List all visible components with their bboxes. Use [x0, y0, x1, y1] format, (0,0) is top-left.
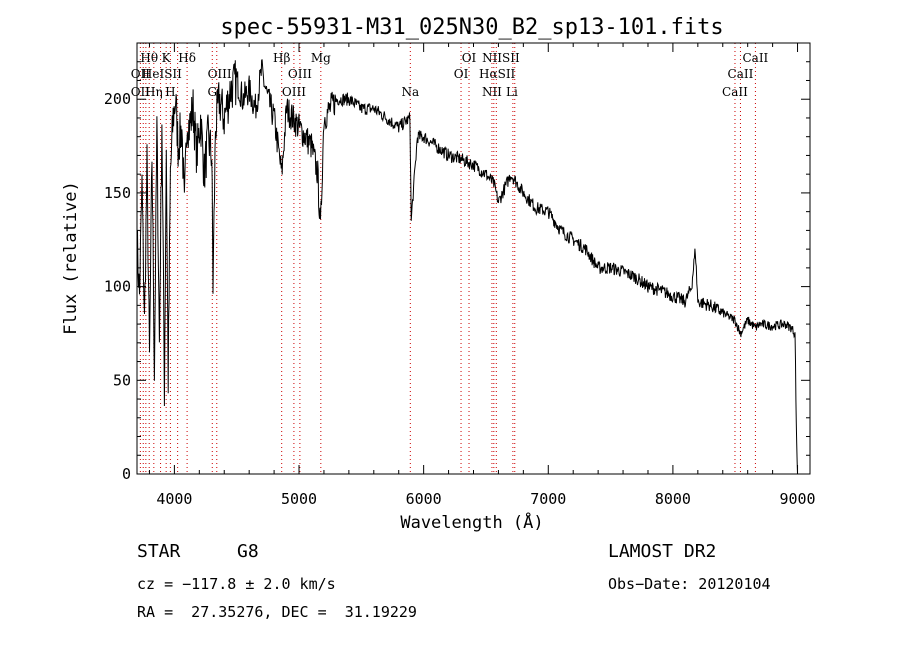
x-tick-label: 7000	[530, 490, 566, 508]
line-label: Hβ	[273, 51, 290, 65]
line-label: HeISII	[142, 67, 182, 81]
axis-ticks: 4000 5000 6000 7000 8000 9000 0 50 100 150 200	[104, 43, 816, 508]
line-label: OI	[462, 51, 477, 65]
x-tick-label: 8000	[655, 490, 691, 508]
chart-title: spec-55931-M31_025N30_B2_sp13-101.fits	[220, 15, 723, 40]
y-axis-label: Flux (relative)	[61, 181, 81, 335]
line-label: K	[162, 51, 172, 65]
spectral-subclass: G8	[237, 541, 259, 562]
line-label: OI	[454, 67, 469, 81]
plot-frame	[136, 42, 811, 475]
x-tick-label: 9000	[779, 490, 815, 508]
line-label: Li	[506, 85, 518, 99]
y-tick-label: 100	[104, 278, 131, 296]
sky-coordinates: RA = 27.35276, DEC = 31.19229	[137, 603, 417, 621]
line-label: OIII	[288, 67, 312, 81]
line-label: Hδ	[178, 51, 196, 65]
object-class: STAR	[137, 541, 181, 562]
observation-date: Obs−Date: 20120104	[608, 575, 771, 593]
line-label: Mg	[311, 51, 331, 65]
y-tick-label: 150	[104, 184, 131, 202]
line-label: G	[207, 85, 217, 99]
line-label: OII	[131, 67, 151, 81]
line-label: Hη	[145, 85, 163, 99]
line-label: CaII	[728, 67, 754, 81]
y-tick-label: 0	[122, 465, 131, 483]
line-label: Hθ	[140, 51, 158, 65]
x-axis-label: Wavelength (Å)	[400, 511, 543, 533]
x-tick-label: 4000	[156, 490, 192, 508]
line-label: H	[165, 85, 175, 99]
spectrum-series	[136, 59, 798, 475]
line-label: OIII	[282, 85, 306, 99]
line-label: CaII	[742, 51, 768, 65]
survey-name: LAMOST DR2	[608, 541, 717, 562]
x-tick-label: 5000	[281, 490, 317, 508]
line-label: NIISII	[482, 51, 520, 65]
line-label: HαSII	[479, 67, 516, 81]
line-label: Na	[401, 85, 419, 99]
line-label: OII	[131, 85, 151, 99]
y-tick-label: 50	[113, 371, 131, 389]
x-tick-label: 6000	[406, 490, 442, 508]
y-tick-label: 200	[104, 90, 131, 108]
line-label: OIII	[208, 67, 232, 81]
line-label: CaII	[722, 85, 748, 99]
spectrum-line	[136, 59, 798, 475]
radial-velocity: cz = −117.8 ± 2.0 km/s	[137, 575, 336, 593]
line-label: NII	[482, 85, 502, 99]
